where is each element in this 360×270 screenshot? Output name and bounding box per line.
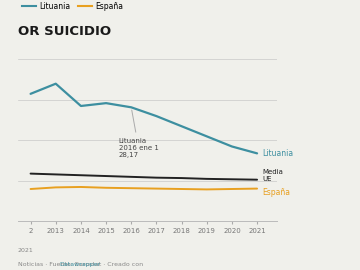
Text: OR SUICIDIO: OR SUICIDIO xyxy=(18,25,111,38)
Text: Lituania
2016 ene 1
28,17: Lituania 2016 ene 1 28,17 xyxy=(119,110,158,158)
Text: Datawrapper: Datawrapper xyxy=(59,262,100,267)
Text: 2021: 2021 xyxy=(18,248,34,254)
Text: Lituania: Lituania xyxy=(262,149,294,158)
Text: España: España xyxy=(262,188,291,197)
Legend: Lituania, España: Lituania, España xyxy=(22,2,124,11)
Text: Media
UE: Media UE xyxy=(262,169,283,182)
Text: Noticias · Fuente: Eurostat · Creado con: Noticias · Fuente: Eurostat · Creado con xyxy=(18,262,145,267)
